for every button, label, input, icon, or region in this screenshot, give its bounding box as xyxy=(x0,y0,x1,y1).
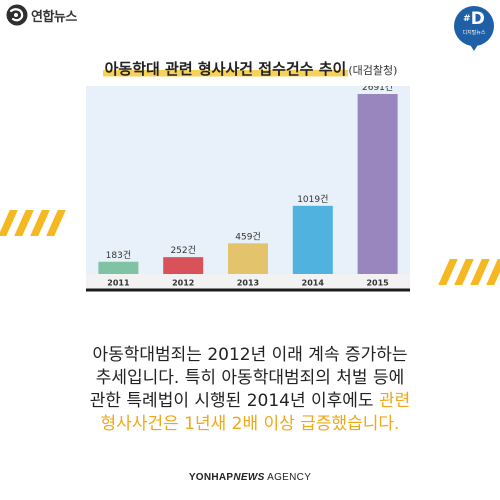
yonhap-logo-icon xyxy=(6,4,28,26)
data-label-2011: 183건 xyxy=(106,250,131,261)
chart-title-main: 아동학대 관련 형사사건 접수건수 추이 xyxy=(102,60,349,78)
body-line-2: 추세입니다. 특히 아동학대범죄의 처벌 등에 xyxy=(95,368,405,388)
chart-title: 아동학대 관련 형사사건 접수건수 추이 (대검찰청) xyxy=(0,58,500,79)
bar-2013 xyxy=(228,243,268,274)
footer-brand: YONHAPNEWS AGENCY xyxy=(188,472,312,483)
digital-news-badge: #D 디지털뉴스 xyxy=(454,6,494,51)
bar-2015 xyxy=(357,94,398,274)
bar-2014 xyxy=(292,205,333,274)
data-label-2014: 1019건 xyxy=(297,194,328,205)
body-text: 아동학대범죄는 2012년 이래 계속 증가하는 추세입니다. 특히 아동학대범… xyxy=(0,344,500,436)
data-label-2013: 459건 xyxy=(235,231,260,242)
body-line-3: 관한 특례법이 시행된 2014년 이후에도 관련 xyxy=(89,391,411,411)
bar-2012 xyxy=(163,257,204,274)
brand-name: 연합뉴스 xyxy=(31,9,77,25)
bar-chart-svg: 183건 2011 252건 2012 459건 2013 1019건 2014 2691건 20… xyxy=(86,86,410,292)
bar-2011 xyxy=(98,261,139,274)
decor-stripes-right xyxy=(438,259,500,285)
x-tick-2012: 2012 xyxy=(172,279,194,288)
x-tick-2013: 2013 xyxy=(237,279,259,288)
chart-plot-area xyxy=(86,86,410,274)
data-label-2015: 2691건 xyxy=(362,86,393,93)
badge-mark: #D xyxy=(463,9,485,29)
decor-stripes-left xyxy=(0,210,66,236)
badge-subtitle: 디지털뉴스 xyxy=(462,30,486,36)
x-axis-band xyxy=(86,274,410,290)
yonhap-logo: 연합뉴스 xyxy=(6,4,77,26)
data-label-2012: 252건 xyxy=(170,245,195,256)
bar-chart: 183건 2011 252건 2012 459건 2013 1019건 2014 2691건 20… xyxy=(86,86,410,307)
body-line-4: 형사사건은 1년새 2배 이상 급증했습니다. xyxy=(100,414,400,434)
x-tick-2015: 2015 xyxy=(366,279,389,288)
x-tick-2011: 2011 xyxy=(107,279,130,288)
chart-title-source: (대검찰청) xyxy=(348,64,398,77)
body-line-1: 아동학대범죄는 2012년 이래 계속 증가하는 xyxy=(92,345,408,365)
x-tick-2014: 2014 xyxy=(302,279,325,288)
